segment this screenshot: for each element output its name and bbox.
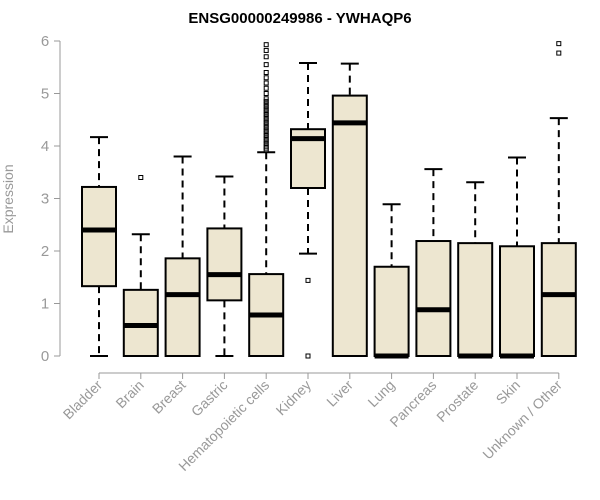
x-tick-label: Prostate xyxy=(433,377,481,425)
outlier-point xyxy=(263,85,269,91)
boxes-layer xyxy=(81,41,577,359)
outlier-point xyxy=(263,130,269,136)
box-brain xyxy=(122,175,159,358)
x-tick-label: Brain xyxy=(112,377,146,411)
box-kidney xyxy=(290,62,326,359)
outlier-point xyxy=(263,133,269,138)
outlier-point xyxy=(263,80,269,86)
y-tick-label: 3 xyxy=(41,191,49,208)
outlier-point xyxy=(263,91,269,96)
box-iqr xyxy=(81,185,117,288)
outlier-point xyxy=(263,143,269,149)
outlier-point xyxy=(263,104,269,110)
outlier-point xyxy=(263,140,269,146)
box-gastric xyxy=(206,175,243,357)
box-prostate xyxy=(457,181,494,359)
box-lung xyxy=(373,203,410,359)
box-iqr xyxy=(122,288,159,358)
x-tick-label: Kidney xyxy=(273,377,315,419)
outlier-point xyxy=(263,62,269,68)
box-hematopoietic-cells xyxy=(248,42,285,358)
box-iqr xyxy=(499,245,535,357)
outlier-point xyxy=(556,50,562,56)
y-tick-label: 4 xyxy=(41,138,49,155)
box-unknown-other xyxy=(540,41,577,357)
y-axis-label: Expression xyxy=(0,164,16,233)
box-iqr xyxy=(457,242,494,357)
outlier-point xyxy=(263,125,269,131)
outlier-point xyxy=(263,135,269,141)
box-breast xyxy=(164,155,201,358)
outlier-point xyxy=(263,138,269,144)
box-iqr xyxy=(206,227,243,302)
outlier-point xyxy=(263,114,269,120)
box-bladder xyxy=(81,136,117,357)
y-tick-label: 6 xyxy=(41,33,49,50)
x-tick-label: Bladder xyxy=(60,377,106,423)
x-tick-label: Skin xyxy=(493,377,524,408)
box-iqr xyxy=(540,242,577,357)
outlier-point xyxy=(263,122,269,128)
outlier-point xyxy=(138,175,144,180)
outlier-point xyxy=(556,41,562,47)
outlier-point xyxy=(263,54,269,60)
outlier-point xyxy=(263,112,269,117)
box-liver xyxy=(331,62,368,357)
y-tick-label: 1 xyxy=(41,296,49,313)
box-iqr xyxy=(331,94,368,357)
box-iqr xyxy=(164,257,201,358)
box-skin xyxy=(499,156,535,359)
outlier-point xyxy=(305,353,311,359)
outlier-point xyxy=(263,101,269,107)
outlier-point xyxy=(263,109,269,115)
box-pancreas xyxy=(415,168,452,357)
outlier-point xyxy=(263,127,269,133)
x-tick-label: Liver xyxy=(323,377,356,410)
y-tick-label: 0 xyxy=(41,348,49,365)
y-tick-label: 5 xyxy=(41,86,49,103)
box-iqr xyxy=(373,265,410,357)
outlier-point xyxy=(263,47,269,53)
outlier-point xyxy=(263,75,269,81)
outlier-point xyxy=(263,119,269,125)
box-iqr xyxy=(415,240,452,357)
x-tick-label: Breast xyxy=(149,377,189,417)
outlier-point xyxy=(263,96,269,102)
y-axis: 0 1 2 3 4 5 6 xyxy=(41,33,61,365)
outlier-point xyxy=(263,70,269,75)
outlier-point xyxy=(263,117,269,123)
outlier-point xyxy=(263,98,269,104)
chart-title: ENSG00000249986 - YWHAQP6 xyxy=(188,10,411,27)
y-tick-label: 2 xyxy=(41,243,49,260)
outlier-point xyxy=(305,277,311,283)
outlier-point xyxy=(263,106,269,112)
x-tick-label: Lung xyxy=(364,377,397,410)
x-tick-label: Unknown / Other xyxy=(479,377,565,463)
outlier-point xyxy=(263,42,269,48)
